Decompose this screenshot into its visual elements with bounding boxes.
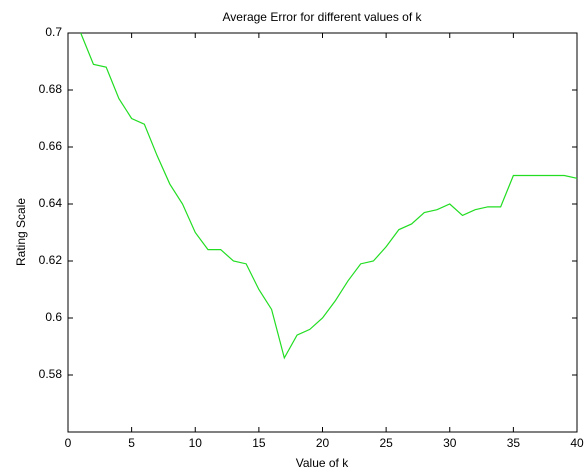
x-tick-label: 35 — [507, 436, 521, 450]
y-axis-label: Rating Scale — [14, 198, 28, 266]
x-tick-label: 0 — [65, 436, 72, 450]
x-tick-label: 25 — [379, 436, 393, 450]
x-tick-label: 30 — [443, 436, 457, 450]
x-tick-label: 15 — [252, 436, 266, 450]
x-tick-label: 40 — [570, 436, 584, 450]
data-line — [80, 32, 578, 360]
x-tick-label: 20 — [316, 436, 330, 450]
x-axis-label: Value of k — [296, 456, 349, 470]
y-tick-label: 0.58 — [39, 367, 63, 381]
y-tick-label: 0.68 — [39, 82, 63, 96]
y-tick-label: 0.66 — [39, 139, 63, 153]
plot-frame — [67, 32, 578, 433]
chart-title: Average Error for different values of k — [223, 10, 423, 24]
x-tick-label: 5 — [128, 436, 135, 450]
y-tick-label: 0.62 — [39, 253, 63, 267]
y-tick-label: 0.6 — [45, 310, 62, 324]
x-tick-label: 10 — [189, 436, 203, 450]
y-tick-label: 0.64 — [39, 196, 63, 210]
y-tick-label: 0.7 — [45, 25, 62, 39]
